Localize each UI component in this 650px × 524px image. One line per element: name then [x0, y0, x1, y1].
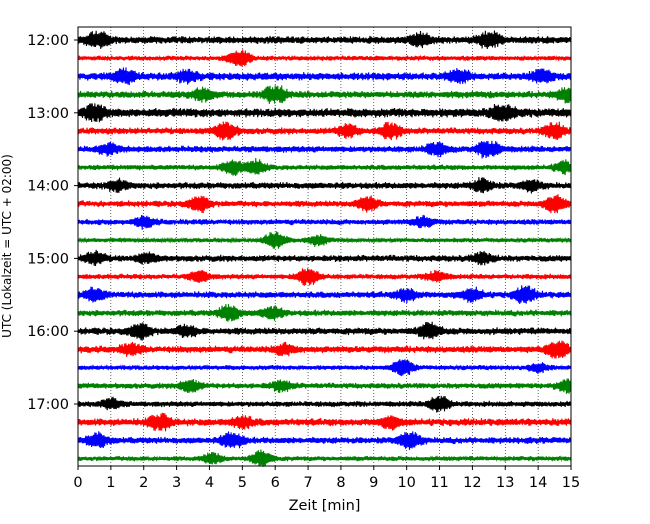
- trace-13: [77, 268, 572, 286]
- y-axis-ticks: 12:00 13:00 14:00 15:00 16:00 17:00: [27, 33, 78, 413]
- x-tick-label-8: 8: [336, 475, 345, 491]
- y-tick-label-4: 16:00: [27, 324, 69, 340]
- trace-12: [77, 249, 572, 266]
- x-tick-label-12: 12: [463, 475, 481, 491]
- trace-19: [77, 378, 572, 394]
- x-tick-label-15: 15: [562, 475, 580, 491]
- trace-15: [77, 303, 572, 322]
- trace-6: [77, 140, 572, 159]
- x-tick-label-9: 9: [369, 475, 378, 491]
- vertical-grid: [110, 27, 539, 466]
- trace-7: [77, 158, 572, 177]
- y-tick-label-0: 12:00: [27, 33, 69, 49]
- x-axis-ticks: 0 1 2 3 4 5 6 7 8 9 10 11 12 13 14 15: [73, 466, 580, 491]
- trace-14: [77, 285, 572, 305]
- x-tick-label-11: 11: [430, 475, 448, 491]
- x-tick-label-5: 5: [238, 475, 247, 491]
- y-tick-label-5: 17:00: [27, 397, 69, 413]
- trace-0: [77, 30, 572, 49]
- x-tick-label-4: 4: [205, 475, 214, 491]
- trace-1: [77, 49, 572, 67]
- trace-23: [77, 449, 572, 467]
- y-tick-label-2: 14:00: [27, 179, 69, 195]
- trace-2: [77, 67, 572, 86]
- trace-3: [77, 85, 572, 104]
- trace-17: [77, 340, 572, 359]
- y-tick-label-1: 13:00: [27, 106, 69, 122]
- trace-11: [77, 231, 572, 249]
- trace-4: [77, 103, 572, 123]
- y-axis-label: UTC (Lokalzeit = UTC + 02:00): [0, 154, 14, 338]
- x-tick-label-10: 10: [397, 475, 415, 491]
- x-tick-label-13: 13: [496, 475, 514, 491]
- trace-16: [77, 321, 572, 341]
- x-axis-label: Zeit [min]: [289, 498, 361, 514]
- x-tick-label-7: 7: [303, 475, 312, 491]
- x-tick-label-3: 3: [172, 475, 181, 491]
- trace-10: [77, 214, 572, 230]
- trace-5: [77, 121, 572, 141]
- trace-20: [77, 395, 572, 413]
- x-tick-label-14: 14: [529, 475, 547, 491]
- x-tick-label-2: 2: [139, 475, 148, 491]
- trace-group: [77, 30, 572, 467]
- trace-18: [77, 359, 572, 377]
- trace-22: [77, 431, 572, 450]
- x-tick-label-0: 0: [73, 475, 82, 491]
- trace-8: [77, 177, 572, 194]
- y-tick-label-3: 15:00: [27, 251, 69, 267]
- trace-9: [77, 194, 572, 214]
- x-tick-label-6: 6: [271, 475, 280, 491]
- x-tick-label-1: 1: [106, 475, 115, 491]
- trace-21: [77, 412, 572, 432]
- plot-frame: [77, 26, 572, 467]
